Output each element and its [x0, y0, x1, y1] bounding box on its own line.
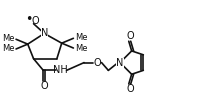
Text: Me: Me [2, 45, 15, 53]
Text: N: N [41, 28, 48, 38]
Text: N: N [116, 58, 124, 68]
Text: O: O [40, 81, 48, 91]
Text: O: O [32, 16, 39, 26]
Text: O: O [127, 31, 135, 41]
Text: NH: NH [53, 65, 68, 75]
Text: O: O [94, 58, 102, 68]
Text: O: O [127, 84, 135, 94]
Text: •: • [25, 13, 32, 26]
Text: Me: Me [2, 34, 15, 43]
Text: Me: Me [75, 44, 87, 52]
Text: Me: Me [75, 33, 87, 42]
